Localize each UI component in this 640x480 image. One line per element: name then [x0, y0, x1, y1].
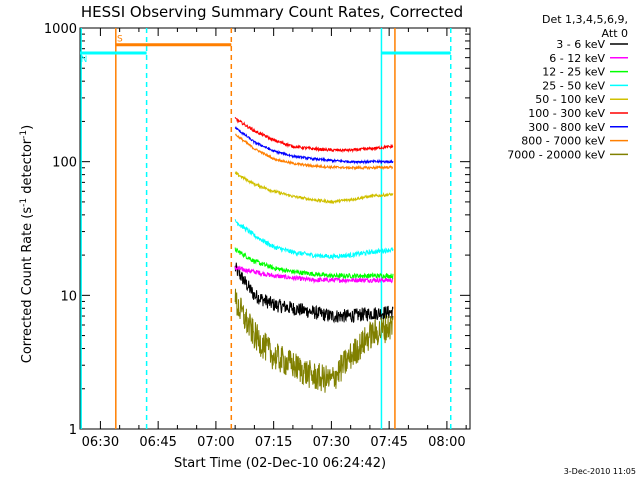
- x-tick-label: 07:15: [255, 435, 292, 450]
- flag-label: S: [117, 35, 123, 45]
- legend-label: 7000 - 20000 keV: [507, 148, 605, 161]
- y-label-sup: -1: [19, 130, 29, 139]
- y-label-part: ): [20, 125, 35, 130]
- y-label-sup: -1: [19, 198, 29, 207]
- x-tick-label: 07:00: [197, 435, 234, 450]
- legend-label: 50 - 100 keV: [535, 93, 605, 106]
- legend-label: 6 - 12 keV: [549, 52, 605, 65]
- timestamp: 3-Dec-2010 11:05: [564, 467, 636, 476]
- svg-text:Corrected Count Rate (s-1 dete: Corrected Count Rate (s-1 detector-1): [19, 125, 35, 363]
- y-axis-label: Corrected Count Rate (s-1 detector-1): [19, 125, 35, 363]
- x-tick-label: 06:45: [139, 435, 176, 450]
- y-tick-label: 100: [52, 156, 77, 171]
- series-line: [235, 133, 394, 171]
- series-line: [234, 170, 394, 205]
- flag-label: N: [81, 55, 88, 65]
- series-line: [234, 288, 394, 393]
- y-tick-label: 10: [60, 289, 77, 304]
- x-axis-label: Start Time (02-Dec-10 06:24:42): [174, 456, 386, 471]
- plot-frame: [79, 27, 471, 430]
- legend-header: Det 1,3,4,5,6,9,: [542, 13, 628, 26]
- y-tick-label: 1000: [44, 22, 77, 37]
- series-line: [234, 262, 394, 324]
- x-tick-label: 07:45: [370, 435, 407, 450]
- legend-label: 300 - 800 keV: [528, 121, 605, 134]
- x-tick-label: 06:30: [82, 435, 119, 450]
- y-label-part: detector: [20, 138, 35, 198]
- series-line: [234, 117, 394, 154]
- series-line: [234, 265, 394, 285]
- legend-label: 25 - 50 keV: [542, 79, 605, 92]
- series-line: [234, 219, 394, 261]
- legend-label: 12 - 25 keV: [542, 66, 605, 79]
- legend-label: 3 - 6 keV: [556, 38, 605, 51]
- legend-header: Att 0: [602, 27, 628, 40]
- series-line: [234, 247, 394, 280]
- y-label-part: Corrected Count Rate (s: [20, 207, 35, 364]
- x-tick-label: 07:30: [313, 435, 350, 450]
- legend-label: 800 - 7000 keV: [521, 135, 605, 148]
- y-tick-label: 1: [69, 423, 77, 438]
- series-line: [234, 125, 394, 165]
- chart-title: HESSI Observing Summary Count Rates, Cor…: [81, 3, 463, 21]
- x-tick-label: 08:00: [428, 435, 465, 450]
- legend-label: 100 - 300 keV: [528, 107, 605, 120]
